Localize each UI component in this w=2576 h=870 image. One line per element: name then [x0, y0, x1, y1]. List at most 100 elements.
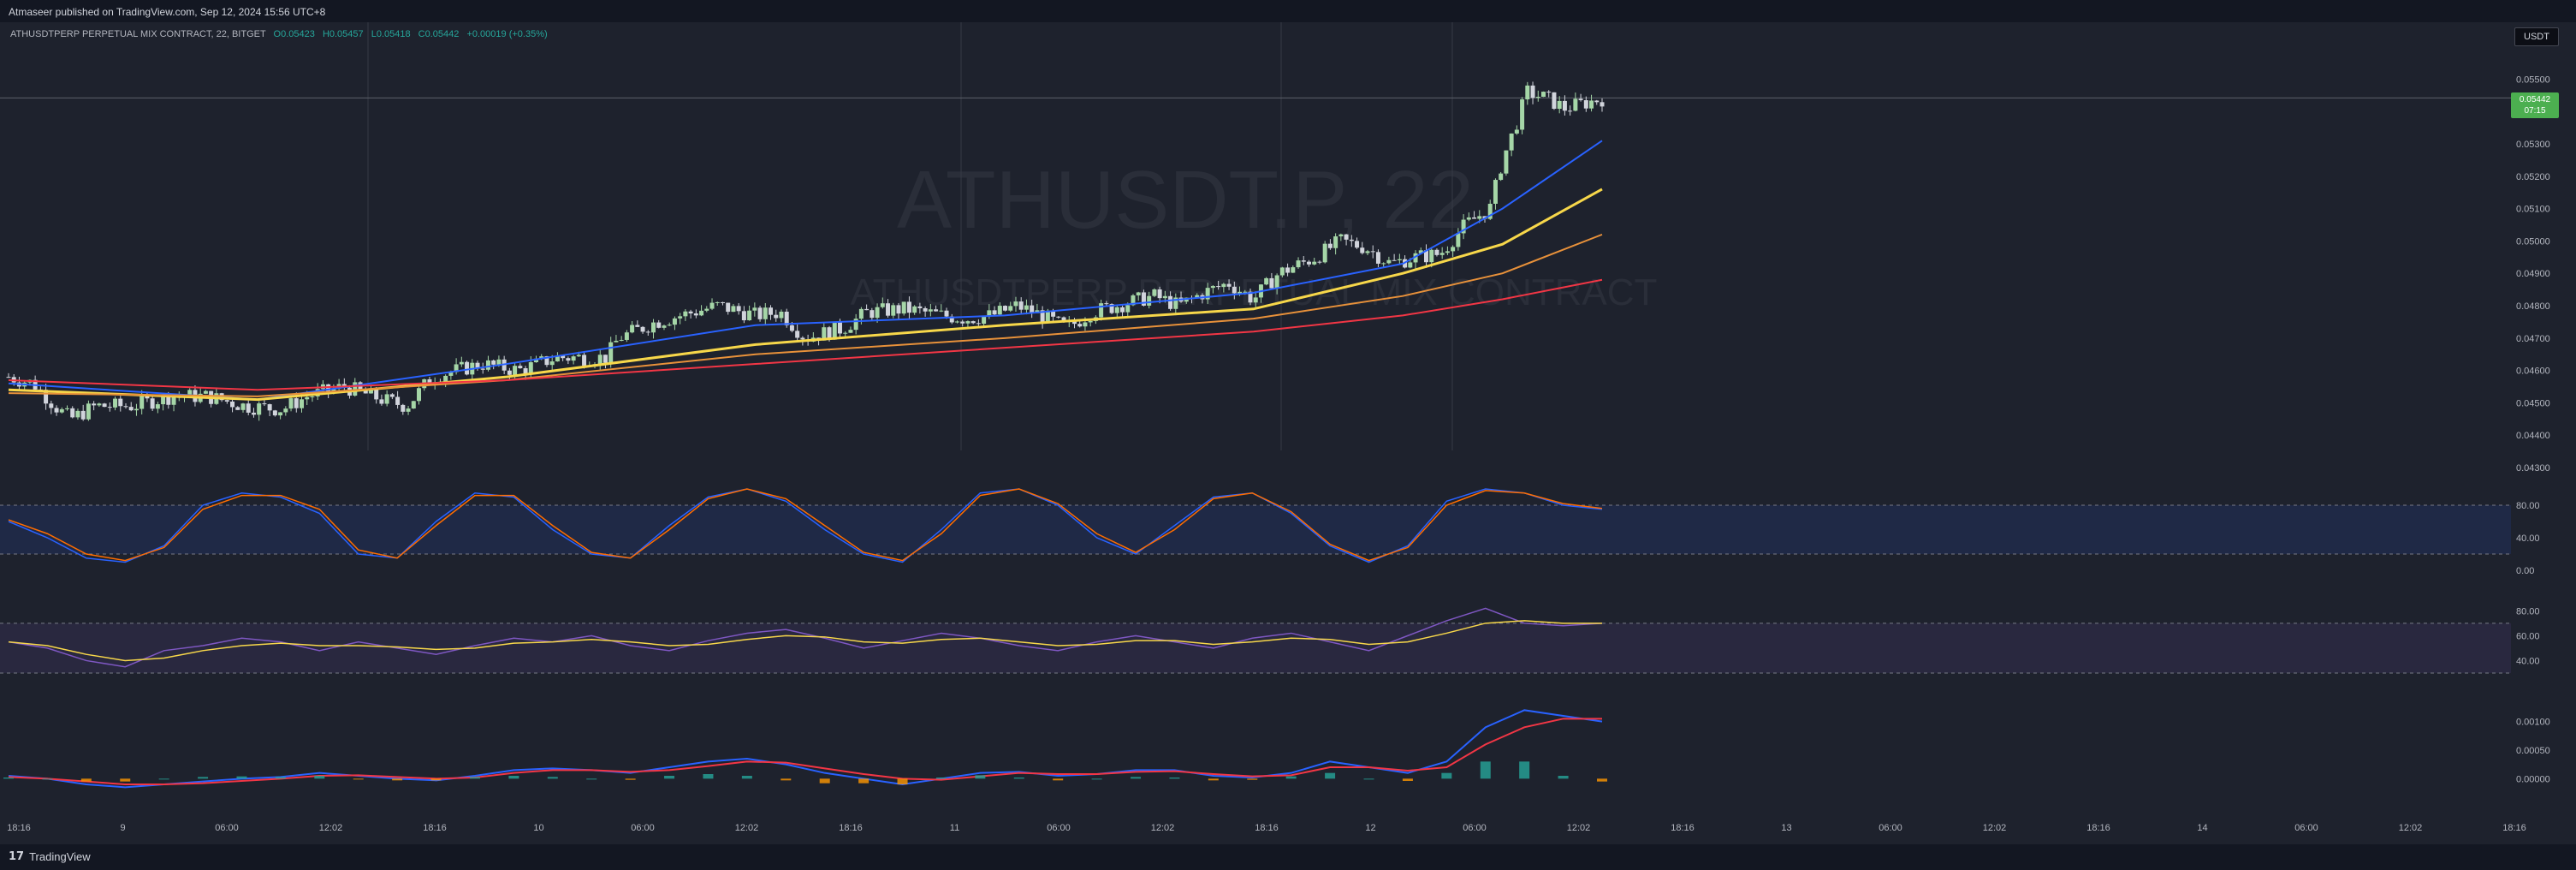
price-tick-label: 0.05500: [2516, 74, 2550, 85]
macd-histogram-bar: [1402, 778, 1413, 781]
time-axis[interactable]: 18:16 9 06:00 12:02 18:16 10 06:00 12:02 18:16 11…: [7, 823, 2526, 833]
candle-body: [331, 388, 336, 392]
candle-body: [150, 398, 155, 409]
macd-histogram-bar: [664, 776, 675, 779]
candle-body: [656, 322, 662, 328]
candle-body: [928, 309, 933, 312]
candle-body: [912, 306, 917, 313]
candle-body: [1173, 297, 1178, 309]
candle-body: [757, 307, 763, 319]
time-tick-label: 12:02: [1151, 823, 1175, 833]
macd-histogram-bar: [353, 778, 364, 780]
time-tick-label: 12:02: [1567, 823, 1591, 833]
price-tick-label: 0.04600: [2516, 366, 2550, 377]
candle-body: [65, 408, 70, 409]
candle-body: [853, 319, 858, 331]
candle-body: [1439, 253, 1445, 255]
stoch-tick-label: 0.00: [2516, 566, 2534, 576]
candle-body: [1530, 85, 1535, 98]
candle-body: [44, 390, 49, 404]
candle-body: [789, 325, 794, 331]
candle-body: [134, 408, 139, 411]
chart-canvas[interactable]: ATHUSDT.P, 22 ATHUSDTPERP PERPETUAL MIX …: [0, 22, 2576, 844]
macd-histogram-bar: [158, 778, 169, 780]
candle-body: [80, 410, 86, 420]
candle-body: [1205, 288, 1210, 300]
candle-body: [118, 398, 123, 407]
tradingview-logo-icon: 17: [9, 850, 25, 863]
candle-body: [960, 321, 965, 324]
macd-histogram-bar: [1597, 778, 1607, 782]
candle-body: [864, 308, 870, 311]
candle-body: [1423, 250, 1428, 263]
candle-body: [1210, 286, 1215, 289]
macd-tick-label: 0.00050: [2516, 746, 2550, 756]
candle-body: [1104, 303, 1109, 305]
candle-body: [6, 377, 11, 378]
candle-body: [1157, 289, 1162, 299]
candle-body: [1216, 286, 1221, 288]
candle-body: [774, 314, 779, 319]
rsi-tick-label: 60.00: [2516, 631, 2540, 641]
candle-body: [635, 325, 640, 327]
candle-body: [1221, 283, 1226, 288]
price-tick-label: 0.04400: [2516, 431, 2550, 441]
candle-body: [1344, 234, 1349, 240]
candle-body: [1509, 133, 1514, 151]
macd-histogram-bar: [1558, 776, 1569, 779]
candle-body: [1226, 283, 1232, 287]
candle-body: [726, 302, 731, 313]
candle-body: [406, 408, 411, 412]
candle-body: [678, 316, 683, 319]
candle-body: [1013, 301, 1018, 307]
candle-body: [752, 307, 757, 311]
candle-body: [1312, 261, 1317, 265]
indicator-bands: [0, 504, 2511, 674]
macd-histogram-bar: [1441, 772, 1452, 779]
moving-average-line: [8, 140, 1603, 401]
candle-body: [1099, 303, 1104, 318]
tradingview-logo[interactable]: 17 TradingView: [9, 850, 91, 863]
candle-body: [1408, 262, 1413, 268]
candle-body: [459, 361, 464, 365]
candle-body: [294, 398, 299, 408]
candle-body: [1248, 291, 1253, 303]
candle-body: [614, 340, 619, 343]
price-tick-label: 0.04900: [2516, 269, 2550, 279]
candle-body: [747, 310, 752, 321]
legend-close: C0.05442: [418, 29, 460, 39]
candle-body: [1152, 289, 1157, 296]
time-tick-label: 06:00: [215, 823, 239, 833]
time-tick-label: 18:16: [1671, 823, 1695, 833]
macd-line: [8, 709, 1603, 789]
candle-body: [800, 337, 805, 340]
macd-histogram-bar: [1325, 772, 1336, 779]
candle-body: [448, 372, 454, 376]
candle-body: [417, 388, 422, 402]
price-axis[interactable]: 0.055000.054000.053000.052000.051000.050…: [2516, 74, 2550, 784]
candle-body: [123, 406, 128, 408]
candle-body: [171, 396, 176, 405]
candle-body: [965, 321, 970, 324]
macd-histogram-bar: [469, 777, 480, 779]
currency-badge[interactable]: USDT: [2514, 27, 2559, 46]
candle-body: [582, 355, 587, 366]
candle-body: [827, 327, 832, 340]
candle-body: [720, 301, 725, 303]
candle-body: [954, 321, 959, 323]
candle-body: [1274, 275, 1279, 289]
candle-body: [822, 327, 827, 341]
candle-body: [1088, 320, 1093, 323]
candle-body: [1333, 236, 1338, 248]
candle-body: [1024, 305, 1029, 310]
candle-body: [1056, 316, 1061, 318]
candle-body: [1147, 295, 1152, 306]
candle-body: [1557, 100, 1562, 110]
candle-body: [630, 325, 635, 333]
candle-body: [1285, 267, 1291, 273]
candle-body: [454, 364, 459, 372]
candle-body: [843, 332, 848, 334]
candle-body: [1077, 324, 1083, 327]
time-tick-label: 14: [2197, 823, 2207, 833]
last-price-value: 0.05442: [2519, 95, 2551, 104]
